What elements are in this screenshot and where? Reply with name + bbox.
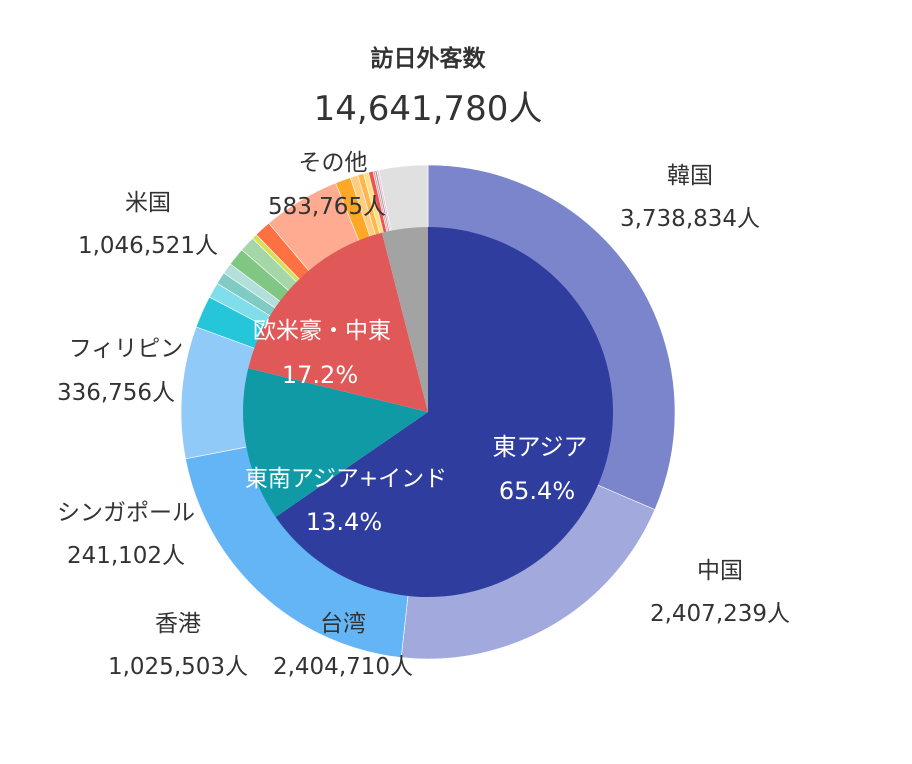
chart-title: 訪日外客数 (371, 45, 487, 72)
label-philippines: フィリピン (69, 336, 184, 362)
value-china: 2,407,239人 (650, 601, 790, 627)
label-hongkong: 香港 (155, 611, 201, 637)
label-singapore: シンガポール (57, 500, 195, 526)
total-visitors-label: 14,641,780人 (314, 89, 543, 129)
outer-ring (180, 164, 676, 660)
label-other: その他 (299, 150, 368, 176)
inner-percent-west: 17.2% (282, 361, 358, 389)
value-singapore: 241,102人 (67, 543, 185, 569)
inner-label-east-asia: 東アジア (492, 433, 587, 461)
value-philippines: 336,756人 (57, 380, 175, 406)
inner-ring (243, 227, 613, 597)
inner-segment-3 (381, 227, 428, 412)
value-hongkong: 1,025,503人 (108, 654, 248, 680)
label-taiwan: 台湾 (320, 611, 366, 637)
inner-label-southeast-asia: 東南アジア+インド (245, 466, 447, 492)
value-korea: 3,738,834人 (620, 206, 760, 232)
inner-segment-2 (248, 232, 428, 412)
inner-segment-1 (243, 368, 428, 517)
label-usa: 米国 (125, 190, 171, 216)
inner-percent-east-asia: 65.4% (499, 477, 575, 505)
inner-label-west: 欧米豪・中東 (253, 318, 391, 344)
value-other: 583,765人 (268, 194, 386, 220)
label-korea: 韓国 (667, 163, 713, 189)
label-china: 中国 (697, 558, 743, 584)
value-usa: 1,046,521人 (78, 233, 218, 259)
inner-percent-southeast-asia: 13.4% (306, 508, 382, 536)
inner-segment-0 (275, 227, 613, 597)
value-taiwan: 2,404,710人 (273, 654, 413, 680)
